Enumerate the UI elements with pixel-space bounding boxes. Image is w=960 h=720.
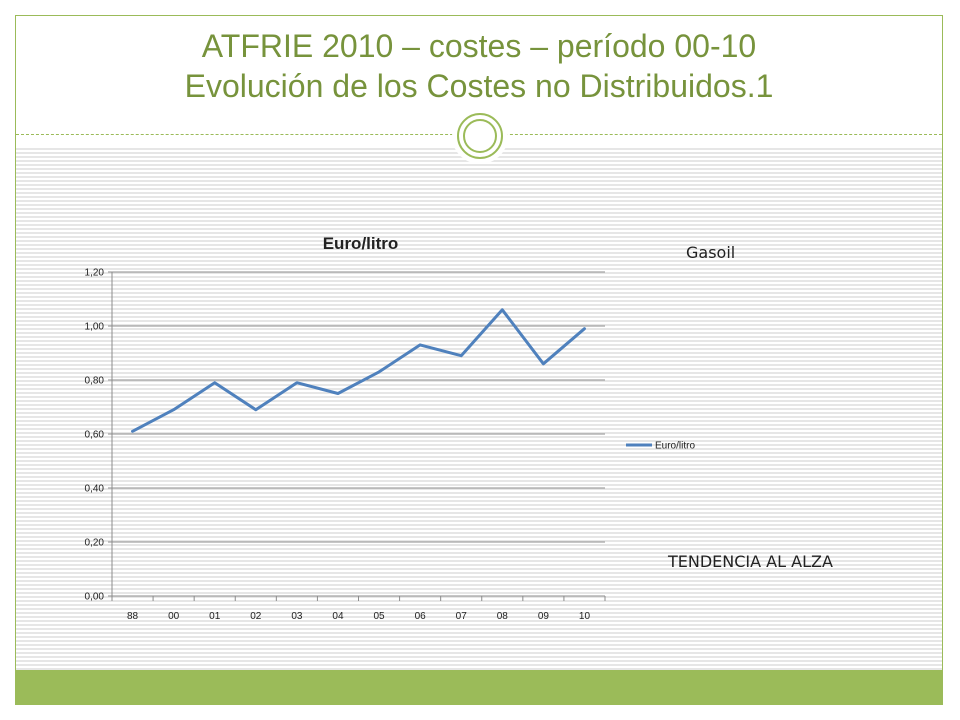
data-point <box>131 429 135 433</box>
gasoil-label: Gasoil <box>686 243 736 262</box>
trend-label: TENDENCIA AL ALZA <box>668 552 833 571</box>
x-tick-label: 02 <box>250 611 262 622</box>
x-tick-label: 01 <box>209 611 221 622</box>
x-tick-label: 00 <box>168 611 180 622</box>
y-tick-label: 0,40 <box>85 484 105 495</box>
x-tick-label: 08 <box>497 611 509 622</box>
y-tick-label: 1,20 <box>85 268 105 279</box>
data-point <box>459 354 463 358</box>
data-point <box>377 370 381 374</box>
chart-title: Euro/litro <box>323 234 399 253</box>
content-background <box>16 146 942 670</box>
y-tick-label: 0,80 <box>85 376 105 387</box>
slide-title-line1: ATFRIE 2010 – costes – período 00-10 <box>201 28 757 64</box>
x-tick-label: 05 <box>373 611 385 622</box>
x-tick-label: 07 <box>456 611 468 622</box>
data-point <box>500 308 504 312</box>
data-point <box>582 327 586 331</box>
x-tick-label: 88 <box>127 611 139 622</box>
data-point <box>254 408 258 412</box>
data-point <box>213 381 217 385</box>
footer-bar <box>16 670 942 704</box>
x-tick-label: 04 <box>332 611 344 622</box>
data-point <box>295 381 299 385</box>
x-tick-label: 10 <box>579 611 591 622</box>
data-point <box>418 343 422 347</box>
y-tick-label: 0,20 <box>85 538 105 549</box>
slide-title: ATFRIE 2010 – costes – período 00-10 Evo… <box>16 26 942 106</box>
y-tick-label: 0,60 <box>85 430 105 441</box>
circle-ornament-ring <box>457 113 503 159</box>
circle-ornament-inner-ring <box>463 119 497 153</box>
series-line <box>131 308 586 433</box>
x-tick-label: 09 <box>538 611 550 622</box>
data-point <box>172 408 176 412</box>
x-tick-label: 03 <box>291 611 303 622</box>
legend-label: Euro/litro <box>655 441 695 452</box>
data-point <box>336 392 340 396</box>
data-point <box>541 362 545 366</box>
y-tick-label: 0,00 <box>85 592 105 603</box>
slide-frame <box>15 15 943 705</box>
y-tick-label: 1,00 <box>85 322 105 333</box>
slide-title-line2: Evolución de los Costes no Distribuidos.… <box>184 68 774 104</box>
x-tick-label: 06 <box>415 611 427 622</box>
